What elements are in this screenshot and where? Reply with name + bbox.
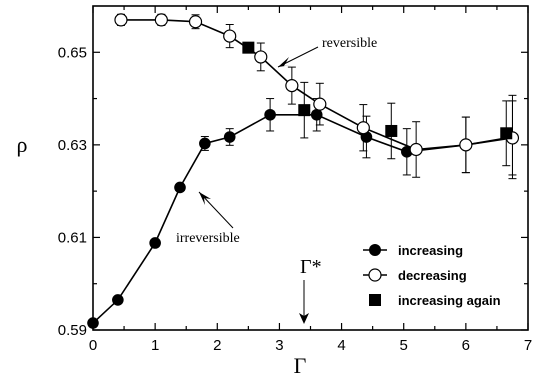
axis-ticks: 0 1 2 3 4 5 6 7 0.59 0.61 0.63 0.65 <box>58 6 532 354</box>
annotation-gamma-star: Γ* <box>300 256 322 278</box>
series-layer <box>87 13 520 329</box>
legend-label-increasing: increasing <box>398 243 463 258</box>
data-point-decreasing <box>409 142 423 157</box>
data-point-decreasing <box>188 15 203 29</box>
arrowhead-reversible <box>278 57 292 67</box>
arrowhead-gamma-star <box>299 313 309 324</box>
y-tick-label: 0.65 <box>58 44 87 61</box>
series-decreasing <box>114 13 520 178</box>
data-point-decreasing <box>114 13 128 27</box>
data-point-increasing-again <box>242 41 255 54</box>
data-point-decreasing <box>459 138 473 152</box>
legend-marker-decreasing <box>368 268 382 282</box>
y-tick-label: 0.63 <box>58 137 87 154</box>
data-point-increasing <box>199 137 211 150</box>
x-tick-label: 0 <box>89 337 97 354</box>
y-axis-title: ρ <box>17 132 28 157</box>
x-axis-title: Γ <box>294 353 307 378</box>
annotation-irreversible: irreversible <box>176 231 240 246</box>
data-point-increasing <box>223 131 236 143</box>
data-point-increasing <box>264 108 276 121</box>
x-tick-label: 5 <box>400 337 408 354</box>
x-tick-label: 4 <box>337 337 345 354</box>
data-point-decreasing <box>254 50 268 64</box>
data-point-increasing <box>174 181 186 194</box>
x-tick-label: 7 <box>524 337 532 354</box>
legend: increasing decreasing increasing again <box>363 243 501 308</box>
data-point-decreasing <box>313 97 327 111</box>
legend-label-increasing-again: increasing again <box>398 293 501 308</box>
data-point-decreasing <box>356 121 370 135</box>
arrowhead-irreversible <box>199 192 211 205</box>
data-point-increasing-again <box>500 127 513 140</box>
data-point-decreasing <box>223 29 237 43</box>
data-point-increasing <box>112 294 124 306</box>
x-tick-label: 1 <box>151 337 159 354</box>
data-point-increasing <box>310 108 323 121</box>
legend-marker-increasing-again <box>369 294 381 306</box>
y-tick-label: 0.61 <box>58 229 87 246</box>
data-point-decreasing <box>285 79 299 93</box>
series-increasing-again <box>242 41 513 167</box>
x-tick-label: 6 <box>462 337 470 354</box>
data-point-increasing-again <box>298 104 311 117</box>
data-point-decreasing <box>154 13 168 27</box>
data-point-increasing <box>149 237 161 249</box>
data-point-increasing-again <box>385 124 398 137</box>
annotation-reversible: reversible <box>322 36 377 51</box>
x-tick-label: 2 <box>213 337 221 354</box>
x-tick-label: 3 <box>275 337 283 354</box>
y-tick-label: 0.59 <box>58 322 87 339</box>
legend-label-decreasing: decreasing <box>398 268 467 283</box>
data-point-increasing <box>87 317 99 329</box>
